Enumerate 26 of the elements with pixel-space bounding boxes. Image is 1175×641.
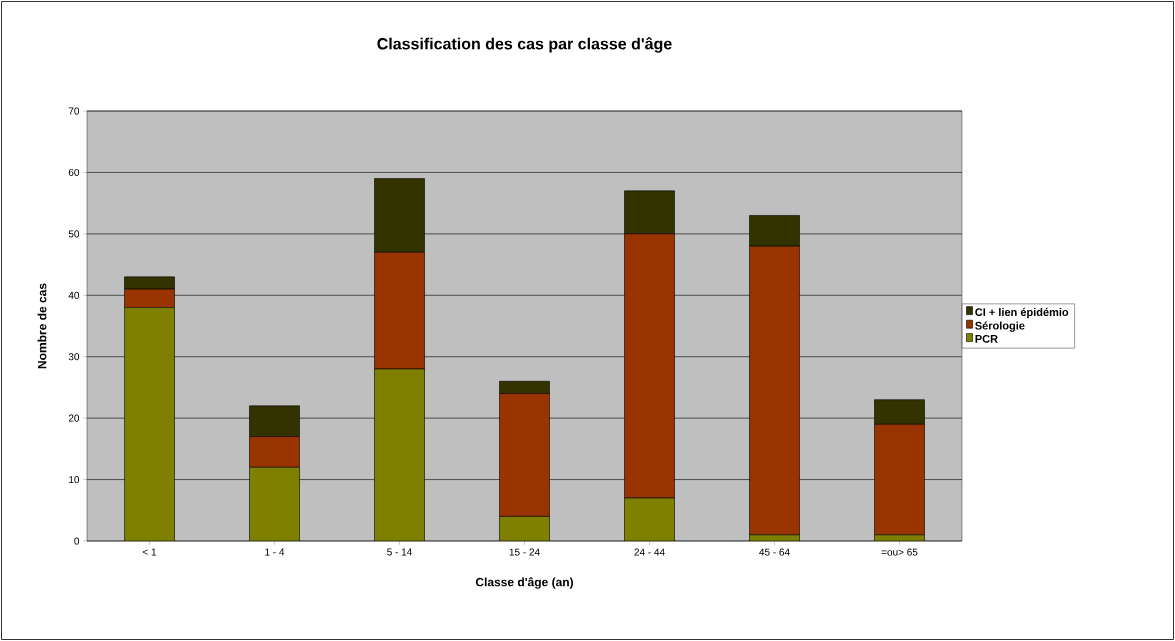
- x-axis-title: Classe d'âge (an): [475, 577, 574, 589]
- legend-label: PCR: [975, 334, 998, 343]
- x-tick-label: < 1: [142, 548, 157, 556]
- y-tick-label: 30: [68, 353, 80, 361]
- y-tick-label: 60: [68, 168, 80, 176]
- y-tick-label: 0: [74, 537, 80, 545]
- y-tick-label: 20: [68, 414, 80, 422]
- legend-label: Sérologie: [975, 321, 1025, 332]
- x-tick-label: 24 - 44: [634, 548, 665, 556]
- y-tick-label: 50: [68, 230, 80, 238]
- legend-label: CI + lien épidémio: [975, 307, 1069, 319]
- bar: [124, 307, 175, 541]
- x-tick-label: 45 - 64: [759, 548, 790, 556]
- x-tick-label: 1 - 4: [265, 548, 285, 556]
- bar: [499, 516, 550, 541]
- y-tick-label: 70: [68, 107, 80, 115]
- bar: [374, 368, 425, 541]
- x-tick-label: =ou> 65: [881, 548, 918, 556]
- x-tick-label: 15 - 24: [509, 548, 540, 556]
- x-tick-label: 5 - 14: [387, 548, 412, 556]
- bar: [249, 466, 300, 541]
- y-tick-label: 40: [68, 291, 80, 299]
- y-axis-title: Nombre de cas: [37, 283, 47, 369]
- chart-title: Classification des cas par classe d'âge: [377, 37, 672, 53]
- bar: [624, 497, 675, 541]
- y-tick-label: 10: [69, 476, 80, 484]
